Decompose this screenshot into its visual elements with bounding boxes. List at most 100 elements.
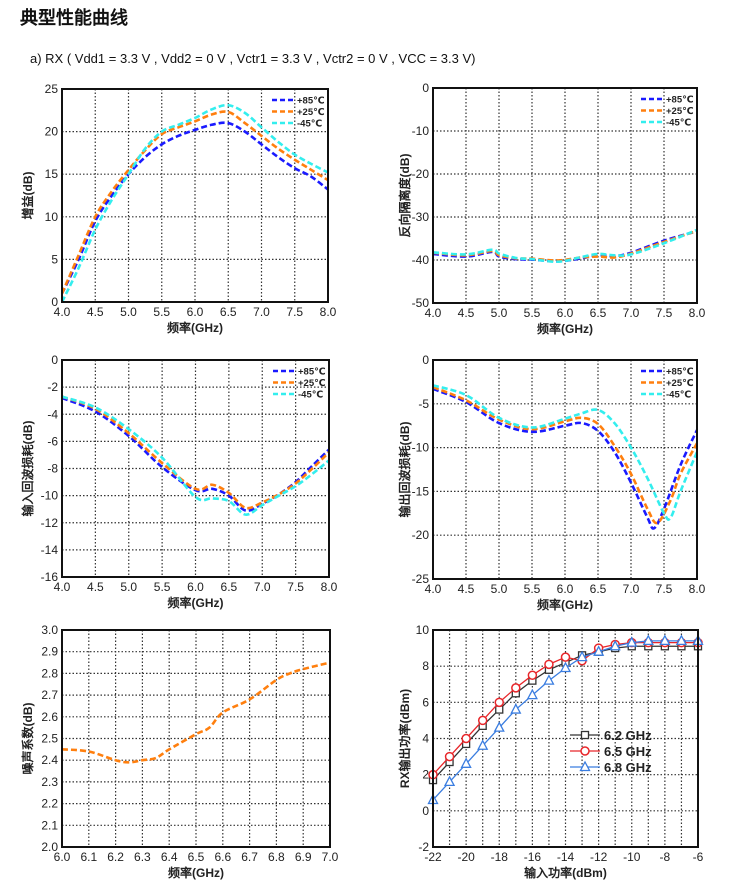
x-tick-label: 6.5 — [188, 850, 205, 864]
data-point — [560, 652, 571, 662]
plot-frame — [61, 629, 331, 848]
y-tick-label: 8 — [422, 659, 429, 673]
x-tick-label: 6.8 — [268, 850, 285, 864]
series-line-1 — [62, 110, 328, 294]
y-tick-label: 2.9 — [41, 645, 58, 659]
y-tick-label: -6 — [47, 434, 58, 448]
y-axis-label: RX输出功率(dBm) — [397, 689, 412, 788]
x-tick-label: 7.0 — [322, 850, 339, 864]
data-point — [544, 659, 554, 670]
y-axis-label: 输出回波损耗(dB) — [397, 422, 412, 518]
x-axis-label: 输入功率(dBm) — [524, 865, 607, 880]
legend-label: +25℃ — [297, 107, 325, 118]
x-tick-label: 7.0 — [254, 580, 271, 594]
y-tick-label: 2.3 — [41, 775, 58, 789]
y-tick-label: 6 — [422, 695, 429, 709]
x-tick-label: 6.2 — [107, 850, 124, 864]
legend-label: +85℃ — [298, 367, 326, 378]
x-tick-label: 8.0 — [320, 305, 337, 319]
y-tick-label: -4 — [47, 407, 58, 421]
data-point — [626, 636, 638, 647]
chart-4: 4.0 4.5 5.0 5.5 6.0 6.5 7.0 7.5 8.0 -25 -20 -15 -10 -… — [397, 353, 706, 612]
x-tick-label: 6.0 — [557, 582, 574, 596]
series-line-2 — [433, 228, 697, 264]
legend-label: 6.5 GHz — [604, 744, 652, 759]
data-point — [576, 650, 588, 662]
y-tick-label: 2.6 — [41, 710, 58, 724]
data-point — [494, 697, 504, 708]
x-tick-label: 6.7 — [241, 850, 258, 864]
x-tick-label: 5.5 — [154, 580, 171, 594]
x-tick-label: 6.1 — [80, 850, 97, 864]
x-tick-label: 5.5 — [153, 305, 170, 319]
x-tick-label: -18 — [491, 850, 509, 864]
x-axis-label: 频率(GHz) — [168, 595, 224, 610]
x-tick-label: 4.5 — [458, 306, 475, 320]
x-tick-label: 7.5 — [656, 306, 673, 320]
legend-marker — [579, 760, 591, 772]
y-tick-label: 15 — [45, 167, 59, 181]
x-tick-label: 5.0 — [491, 582, 508, 596]
x-tick-label: 6.5 — [221, 580, 238, 594]
x-tick-label: 6.0 — [187, 580, 204, 594]
x-axis-label: 频率(GHz) — [537, 321, 593, 336]
x-axis-label: 频率(GHz) — [167, 320, 223, 335]
x-tick-label: 8.0 — [321, 580, 338, 594]
x-tick-label: 7.0 — [623, 306, 640, 320]
y-tick-label: 3.0 — [41, 623, 58, 637]
page-title: 典型性能曲线 — [20, 8, 128, 28]
data-point — [444, 751, 455, 762]
x-tick-label: 5.0 — [120, 305, 137, 319]
chart-6: -22 -20 -18 -16 -14 -12 -10 -8 -6-20246810输入功率(d… — [397, 623, 704, 880]
y-tick-label: -5 — [418, 397, 429, 411]
x-axis-label: 频率(GHz) — [168, 865, 224, 880]
data-point — [460, 757, 472, 768]
y-tick-label: -10 — [412, 124, 430, 138]
legend-label: -45℃ — [666, 118, 691, 129]
legend-label: +25℃ — [666, 106, 694, 117]
y-tick-label: -30 — [412, 210, 430, 224]
x-tick-label: 6.3 — [134, 850, 151, 864]
series-line-0 — [62, 661, 330, 764]
x-tick-label: 8.0 — [689, 582, 706, 596]
y-tick-label: -10 — [41, 489, 59, 503]
data-point — [543, 674, 555, 685]
legend-label: +25℃ — [298, 378, 326, 389]
x-tick-label: 6.6 — [214, 850, 231, 864]
legend-label: +85℃ — [666, 367, 694, 378]
legend-marker — [580, 730, 590, 740]
legend-label: +85℃ — [666, 95, 694, 106]
data-point — [609, 639, 621, 651]
data-point — [642, 634, 654, 645]
y-tick-label: 10 — [45, 210, 59, 224]
y-tick-label: -20 — [412, 528, 430, 542]
y-tick-label: -10 — [412, 441, 430, 455]
x-tick-label: -10 — [623, 850, 641, 864]
data-point — [593, 645, 605, 656]
y-tick-label: 0 — [422, 81, 429, 95]
x-tick-label: -12 — [590, 850, 608, 864]
x-tick-label: 8.0 — [689, 306, 706, 320]
y-axis-label: 反向隔离度(dB) — [397, 154, 412, 238]
data-point — [511, 683, 521, 693]
y-tick-label: -40 — [412, 253, 430, 267]
chart-3: 4.0 4.5 5.0 5.5 6.0 6.5 7.0 7.5 8.0 -16 -14 -12 -10 -… — [20, 353, 338, 610]
plot-frame — [61, 359, 330, 578]
y-tick-label: 0 — [422, 353, 429, 367]
chart-5: 6.0 6.1 6.2 6.3 6.4 6.5 6.6 6.7 6.8 6.9 7.0 2.0 2.1 2… — [20, 623, 339, 880]
series-line-0 — [62, 121, 328, 295]
data-point — [461, 733, 471, 744]
x-tick-label: 5.0 — [120, 580, 137, 594]
y-axis-label: 噪声系数(dB) — [20, 703, 35, 775]
y-tick-label: 25 — [45, 82, 59, 96]
legend-label: 6.8 GHz — [604, 760, 652, 775]
test-condition-subtitle: a) RX ( Vdd1 = 3.3 V , Vdd2 = 0 V , Vctr… — [30, 51, 476, 66]
y-tick-label: -16 — [41, 570, 59, 584]
legend-label: +85℃ — [297, 96, 325, 107]
y-tick-label: 2.1 — [41, 818, 58, 832]
x-axis-label: 频率(GHz) — [537, 597, 593, 612]
y-tick-label: 0 — [51, 353, 58, 367]
x-tick-label: 6.0 — [557, 306, 574, 320]
x-tick-label: 6.5 — [590, 582, 607, 596]
